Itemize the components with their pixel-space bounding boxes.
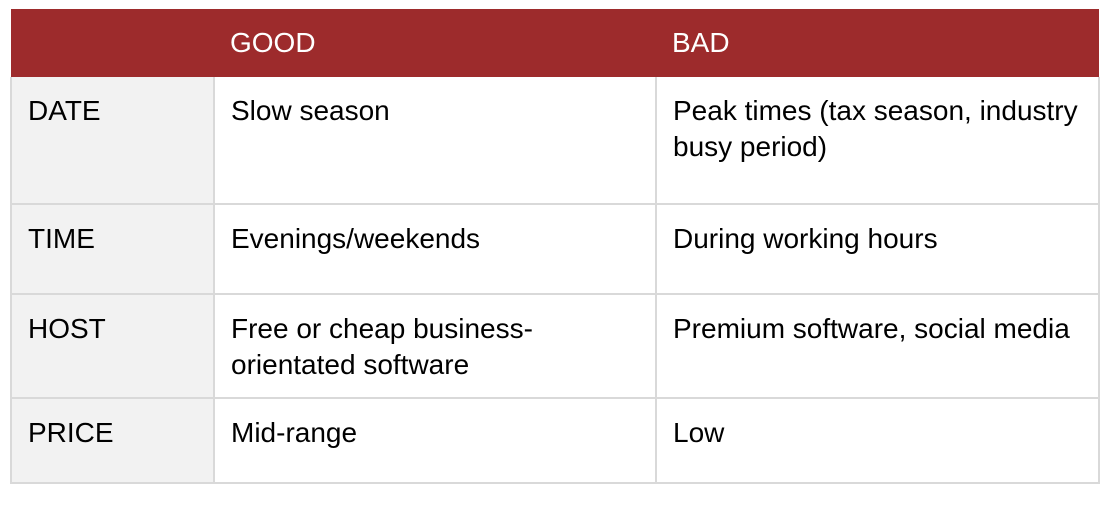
header-bad: BAD [656, 9, 1099, 77]
comparison-table-container: GOOD BAD DATE Slow season Peak times (ta… [10, 9, 1100, 484]
bad-cell: During working hours [656, 204, 1100, 295]
table-row-price: PRICE Mid-range Low [10, 398, 1100, 484]
bad-cell: Low [656, 398, 1100, 484]
row-label: DATE [10, 77, 215, 205]
header-empty-cell [11, 9, 214, 77]
bad-cell: Premium software, social media [656, 294, 1100, 399]
table-row-host: HOST Free or cheap business-orientated s… [10, 294, 1100, 399]
bad-cell: Peak times (tax season, industry busy pe… [656, 77, 1100, 205]
row-label: TIME [10, 204, 215, 295]
good-bad-comparison-table: GOOD BAD DATE Slow season Peak times (ta… [10, 9, 1100, 484]
row-label: PRICE [10, 398, 215, 484]
good-cell: Slow season [214, 77, 657, 205]
good-cell: Mid-range [214, 398, 657, 484]
good-cell: Free or cheap business-orientated softwa… [214, 294, 657, 399]
table-row-time: TIME Evenings/weekends During working ho… [10, 204, 1100, 295]
table-row-date: DATE Slow season Peak times (tax season,… [10, 77, 1100, 205]
header-good: GOOD [214, 9, 656, 77]
table-header-row: GOOD BAD [11, 9, 1099, 77]
good-cell: Evenings/weekends [214, 204, 657, 295]
row-label: HOST [10, 294, 215, 399]
